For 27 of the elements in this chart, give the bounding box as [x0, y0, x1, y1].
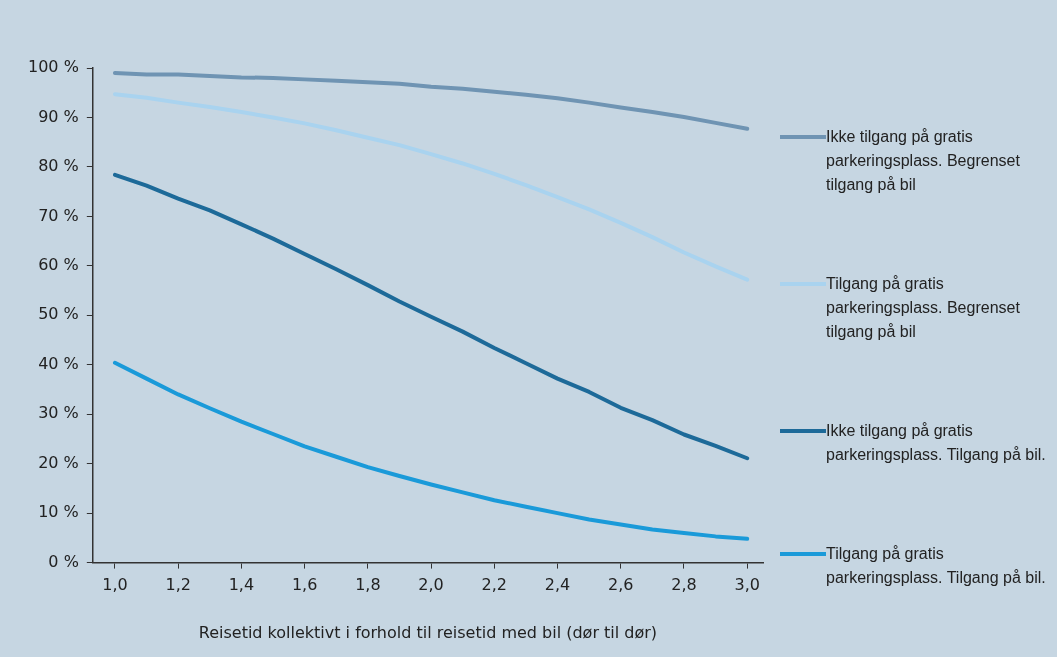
x-tick-label: 2,4 — [544, 575, 571, 595]
y-tick-label: 90 % — [38, 106, 79, 126]
y-tick-label: 80 % — [38, 156, 79, 176]
y-tick-label: 100 % — [28, 57, 79, 77]
x-tick-label: 1,4 — [228, 575, 255, 595]
y-tick-label: 70 % — [38, 205, 79, 225]
x-tick-label: 2,8 — [671, 575, 697, 595]
x-tick-label: 2,6 — [608, 575, 634, 595]
x-tick-label: 2,0 — [418, 575, 444, 595]
x-tick-label: 1,0 — [102, 575, 128, 595]
y-tick-label: 0 % — [48, 551, 79, 571]
y-tick-label: 20 % — [38, 452, 79, 472]
y-tick-label: 10 % — [38, 502, 79, 522]
y-tick-label: 60 % — [38, 255, 79, 274]
y-tick-label: 40 % — [38, 353, 79, 373]
x-tick-label: 1,2 — [165, 575, 191, 595]
legend-label: Ikke tilgang på gratis parkeringsplass. Tilgang på bil. — [826, 421, 1047, 465]
y-tick-label: 50 % — [38, 304, 79, 324]
x-tick-label: 2,2 — [481, 575, 508, 595]
legend-label: Tilgang på gratis parkeringsplass. Begrenset tilgang på bil — [826, 274, 1021, 342]
x-tick-label: 1,6 — [291, 575, 318, 595]
x-tick-label: 1,8 — [355, 575, 381, 595]
y-tick-label: 30 % — [38, 403, 79, 423]
x-axis-title: Reisetid kollektivt i forhold til reisetid med bil (dør til dør) — [198, 622, 658, 642]
legend-label: Tilgang på gratis parkeringsplass. Tilgang på bil. — [826, 544, 1047, 588]
x-tick-label: 3,0 — [734, 575, 760, 595]
legend-label: Ikke tilgang på gratis parkeringsplass. Begrenset tilgang på bil — [826, 127, 1021, 195]
